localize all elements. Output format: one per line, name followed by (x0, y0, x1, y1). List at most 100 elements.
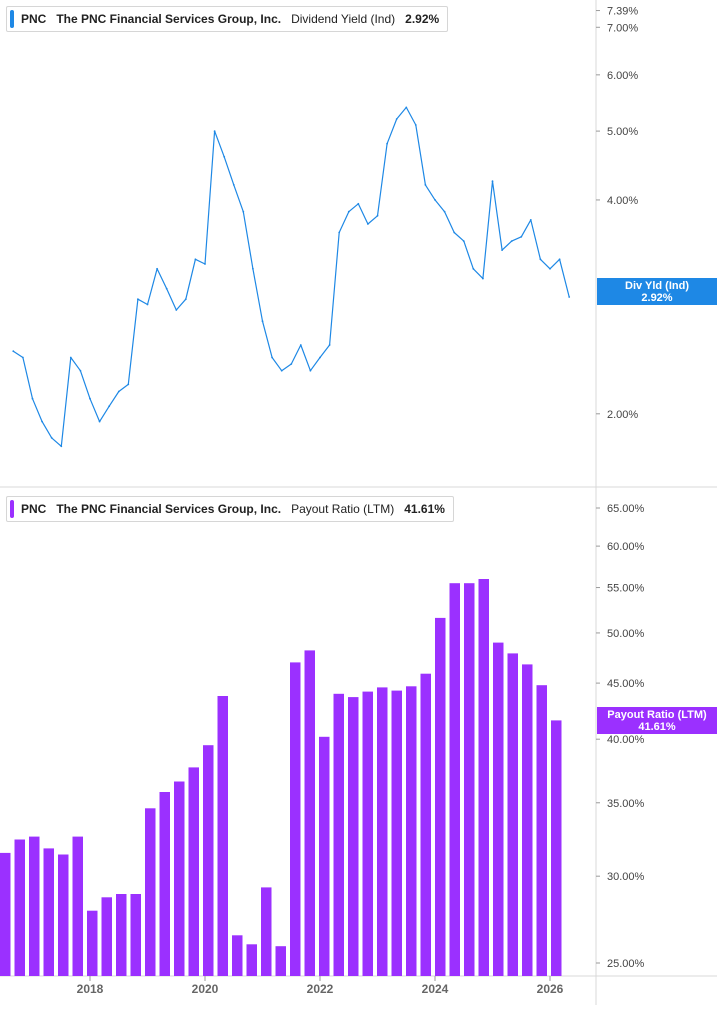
dividend-yield-point (529, 219, 532, 221)
payout-ratio-bar (87, 910, 98, 976)
dividend-yield-point (443, 210, 446, 213)
payout-ratio-bar (101, 897, 112, 976)
legend-metric: Payout Ratio (LTM) (291, 502, 395, 516)
dividend-yield-legend: PNC The PNC Financial Services Group, In… (6, 6, 449, 32)
payout-ratio-bar (29, 836, 40, 976)
dividend-yield-point (520, 235, 523, 238)
y-tick-label: 6.00% (607, 70, 638, 82)
dividend-yield-point (491, 180, 494, 183)
legend-swatch-blue-icon (10, 10, 14, 28)
dividend-yield-panel: 7.39% 7.00% 6.00% 5.00% 4.00% 2.00% (12, 6, 638, 448)
payout-ratio-bar (261, 887, 272, 976)
dividend-yield-point (328, 344, 331, 346)
value-tag-label: Payout Ratio (LTM) (607, 709, 707, 721)
y-tick-label: 2.00% (607, 409, 638, 421)
y-tick-label: 50.00% (607, 628, 645, 640)
payout-ratio-bar (304, 650, 315, 976)
payout-ratio-bar (174, 781, 185, 976)
payout-ratio-bar (319, 736, 330, 976)
y-tick-label: 40.00% (607, 734, 645, 746)
dividend-yield-point (12, 350, 15, 353)
dividend-yield-point (539, 258, 542, 261)
payout-ratio-bar (435, 617, 446, 976)
payout-ratio-bar (522, 664, 533, 976)
payout-ratio-last-value-tag: Payout Ratio (LTM) 41.61% (597, 707, 717, 734)
dividend-yield-point (213, 130, 216, 133)
dividend-yield-point (261, 320, 264, 323)
payout-ratio-bar (14, 839, 25, 976)
dividend-yield-point (232, 184, 235, 186)
x-tick-label: 2018 (77, 982, 104, 996)
dividend-yield-point (367, 223, 369, 225)
payout-ratio-bar (188, 767, 199, 976)
y-tick-label: 4.00% (607, 195, 638, 207)
y-tick-label: 35.00% (607, 798, 645, 810)
dividend-yield-point (223, 155, 226, 158)
payout-ratio-bar (536, 685, 547, 976)
dividend-yield-point (482, 277, 484, 280)
legend-value: 2.92% (405, 12, 440, 26)
dividend-yield-point (175, 309, 178, 311)
payout-ratio-legend: PNC The PNC Financial Services Group, In… (6, 496, 454, 522)
payout-ratio-bar (420, 673, 431, 976)
dividend-yield-point (50, 437, 53, 439)
payout-ratio-bar (0, 852, 11, 976)
legend-swatch-purple-icon (10, 500, 14, 518)
dividend-yield-point (549, 267, 551, 270)
payout-ratio-bar (348, 697, 359, 976)
payout-ratio-bar (493, 642, 504, 976)
value-tag-value: 2.92% (641, 292, 673, 304)
dividend-yield-point (271, 356, 273, 359)
payout-ratio-bar (391, 690, 402, 976)
dividend-yield-point (22, 356, 24, 359)
dividend-yield-point (127, 383, 130, 386)
dividend-yield-point (137, 298, 139, 301)
payout-ratio-bar (478, 579, 489, 976)
y-tick-label: 60.00% (607, 541, 645, 553)
payout-ratio-bar (43, 848, 54, 976)
dividend-yield-point (462, 240, 465, 243)
dividend-yield-point (405, 106, 408, 109)
x-tick-label: 2026 (537, 982, 564, 996)
dividend-yield-point (501, 249, 503, 252)
legend-value: 41.61% (404, 502, 445, 516)
dividend-yield-point (242, 210, 245, 213)
dividend-yield-point (108, 405, 111, 408)
dividend-yield-point (510, 240, 513, 243)
y-tick-label: 5.00% (607, 126, 638, 138)
payout-ratio-bar (507, 653, 518, 976)
dividend-yield-point (252, 267, 254, 270)
dividend-yield-point (376, 214, 379, 217)
payout-ratio-bar (275, 946, 286, 976)
dividend-yield-point (299, 344, 302, 346)
y-tick-label: 65.00% (607, 503, 645, 515)
payout-ratio-bar (58, 854, 69, 976)
payout-ratio-bar (290, 662, 301, 976)
dividend-yield-point (568, 296, 571, 298)
payout-ratio-bar (362, 691, 373, 976)
dividend-yield-point (338, 231, 341, 234)
legend-metric: Dividend Yield (Ind) (291, 12, 396, 26)
payout-ratio-bar (203, 745, 214, 976)
dividend-yield-point (558, 258, 561, 261)
legend-ticker: PNC (21, 502, 47, 516)
dividend-yield-point (290, 363, 293, 365)
dividend-yield-point (424, 184, 427, 186)
dividend-yield-point (453, 231, 456, 234)
payout-ratio-bar (246, 944, 257, 976)
y-tick-label: 25.00% (607, 958, 645, 970)
dividend-yield-point (41, 420, 43, 423)
dividend-yield-point (98, 420, 101, 423)
dividend-yield-point (194, 258, 197, 261)
dividend-yield-point (165, 287, 168, 290)
x-tick-label: 2024 (422, 982, 449, 996)
payout-ratio-bar (217, 696, 228, 976)
payout-ratio-bar (232, 935, 243, 976)
dividend-yield-point (31, 397, 34, 400)
y-tick-label: 7.00% (607, 22, 638, 34)
payout-ratio-bar (449, 583, 460, 976)
dividend-yield-point (347, 210, 350, 213)
y-tick-label: 45.00% (607, 678, 645, 690)
value-tag-value: 41.61% (638, 721, 676, 733)
dividend-yield-point (156, 267, 159, 270)
